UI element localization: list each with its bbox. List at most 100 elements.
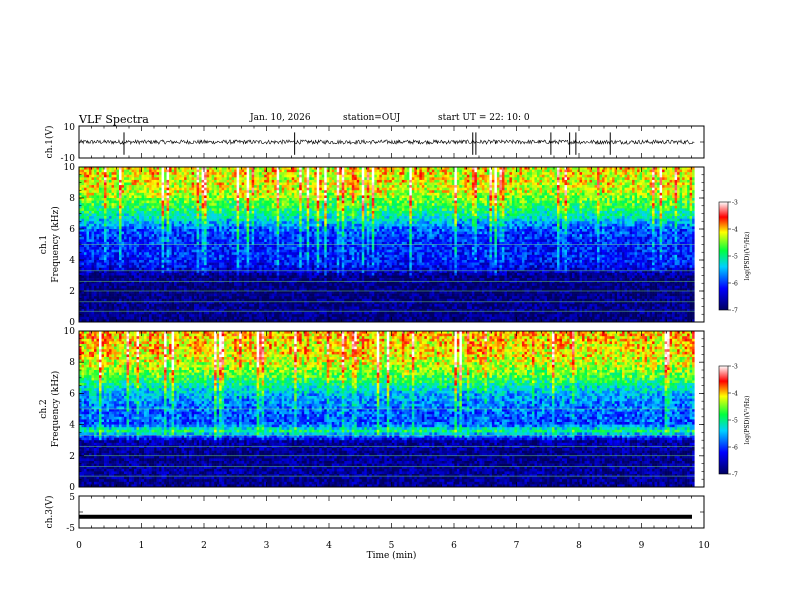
spectrogram-cell xyxy=(177,208,180,211)
spectrogram-cell xyxy=(114,185,117,188)
spectrogram-cell xyxy=(259,283,262,286)
spectrogram-cell xyxy=(164,260,167,263)
spectrogram-cell xyxy=(137,245,140,248)
spectrogram-cell xyxy=(194,234,197,237)
spectrogram-cell xyxy=(199,257,202,260)
spectrogram-cell xyxy=(264,201,267,204)
spectrogram-cell xyxy=(102,203,105,206)
spectrogram-cell xyxy=(127,193,130,196)
spectrogram-cell xyxy=(279,268,282,271)
spectrogram-cell xyxy=(172,255,175,258)
spectrogram-cell xyxy=(259,229,262,232)
spectrogram-cell xyxy=(132,208,135,211)
spectrogram-cell xyxy=(107,221,110,224)
spectrogram-cell xyxy=(252,195,255,198)
spectrogram-cell xyxy=(232,232,235,235)
spectrogram-cell xyxy=(284,229,287,232)
spectrogram-cell xyxy=(169,203,172,206)
spectrogram-cell xyxy=(94,255,97,258)
spectrogram-cell xyxy=(184,183,187,186)
spectrogram-cell xyxy=(284,283,287,286)
spectrogram-cell xyxy=(87,185,90,188)
spectrogram-cell xyxy=(272,185,275,188)
spectrogram-cell xyxy=(284,312,287,315)
spectrogram-cell xyxy=(122,309,125,312)
spectrogram-cell xyxy=(142,304,145,307)
spectrogram-cell xyxy=(142,214,145,217)
spectrogram-cell xyxy=(132,296,135,299)
spectrogram-cell xyxy=(227,291,230,294)
spectrogram-cell xyxy=(167,309,170,312)
spectrogram-cell xyxy=(197,283,200,286)
spectrogram-cell xyxy=(84,195,87,198)
spectrogram-cell xyxy=(222,216,225,219)
spectrogram-cell xyxy=(222,265,225,268)
spectrogram-cell xyxy=(147,214,150,217)
spectrogram-cell xyxy=(207,172,210,175)
spectrogram-cell xyxy=(82,234,85,237)
spectrogram-cell xyxy=(114,296,117,299)
spectrogram-cell xyxy=(259,180,262,183)
spectrogram-cell xyxy=(192,299,195,302)
spectrogram-cell xyxy=(132,283,135,286)
spectrogram-cell xyxy=(137,291,140,294)
spectrogram-cell xyxy=(189,312,192,315)
spectrogram-cell xyxy=(202,201,205,204)
spectrogram-cell xyxy=(127,312,130,315)
spectrogram-cell xyxy=(164,317,167,320)
spectrogram-cell xyxy=(219,177,222,180)
spectrogram-cell xyxy=(219,203,222,206)
spectrogram-cell xyxy=(179,263,182,266)
spectrogram-cell xyxy=(109,281,112,284)
spectrogram-cell xyxy=(204,291,207,294)
spectrogram-cell xyxy=(97,221,100,224)
spectrogram-cell xyxy=(134,172,137,175)
spectrogram-cell xyxy=(224,211,227,214)
spectrogram-cell xyxy=(102,309,105,312)
spectrogram-cell xyxy=(282,224,285,227)
spectrogram-cell xyxy=(249,317,252,320)
spectrogram-cell xyxy=(159,232,162,235)
spectrogram-cell xyxy=(87,216,90,219)
spectrogram-cell xyxy=(237,237,240,240)
spectrogram-cell xyxy=(104,247,107,250)
spectrogram-cell xyxy=(202,229,205,232)
spectrogram-cell xyxy=(277,252,280,255)
spectrogram-cell xyxy=(269,312,272,315)
spectrogram-cell xyxy=(227,226,230,229)
spectrogram-cell xyxy=(244,265,247,268)
spectrogram-cell xyxy=(119,309,122,312)
spectrogram-cell xyxy=(162,286,165,289)
spectrogram-cell xyxy=(237,183,240,186)
spectrogram-cell xyxy=(257,183,260,186)
spectrogram-cell xyxy=(109,299,112,302)
spectrogram-cell xyxy=(197,276,200,279)
spectrogram-cell xyxy=(197,224,200,227)
spectrogram-cell xyxy=(192,245,195,248)
spectrogram-cell xyxy=(189,185,192,188)
spectrogram-cell xyxy=(102,317,105,320)
spectrogram-cell xyxy=(159,208,162,211)
spectrogram-cell xyxy=(237,201,240,204)
spectrogram-cell xyxy=(157,211,160,214)
spectrogram-cell xyxy=(242,265,245,268)
spectrogram-cell xyxy=(207,188,210,191)
spectrogram-cell xyxy=(272,257,275,260)
spectrogram-cell xyxy=(157,175,160,178)
spectrogram-cell xyxy=(202,304,205,307)
spectrogram-cell xyxy=(252,252,255,255)
spectrogram-cell xyxy=(192,234,195,237)
spectrogram-cell xyxy=(277,294,280,297)
spectrogram-cell xyxy=(102,296,105,299)
spectrogram-cell xyxy=(177,257,180,260)
spectrogram-cell xyxy=(192,263,195,266)
spectrogram-cell xyxy=(179,260,182,263)
spectrogram-cell xyxy=(202,190,205,193)
spectrogram-cell xyxy=(209,296,212,299)
spectrogram-cell xyxy=(184,185,187,188)
spectrogram-cell xyxy=(249,219,252,222)
spectrogram-cell xyxy=(167,183,170,186)
spectrogram-cell xyxy=(92,216,95,219)
spectrogram-cell xyxy=(179,252,182,255)
spectrogram-cell xyxy=(164,239,167,242)
